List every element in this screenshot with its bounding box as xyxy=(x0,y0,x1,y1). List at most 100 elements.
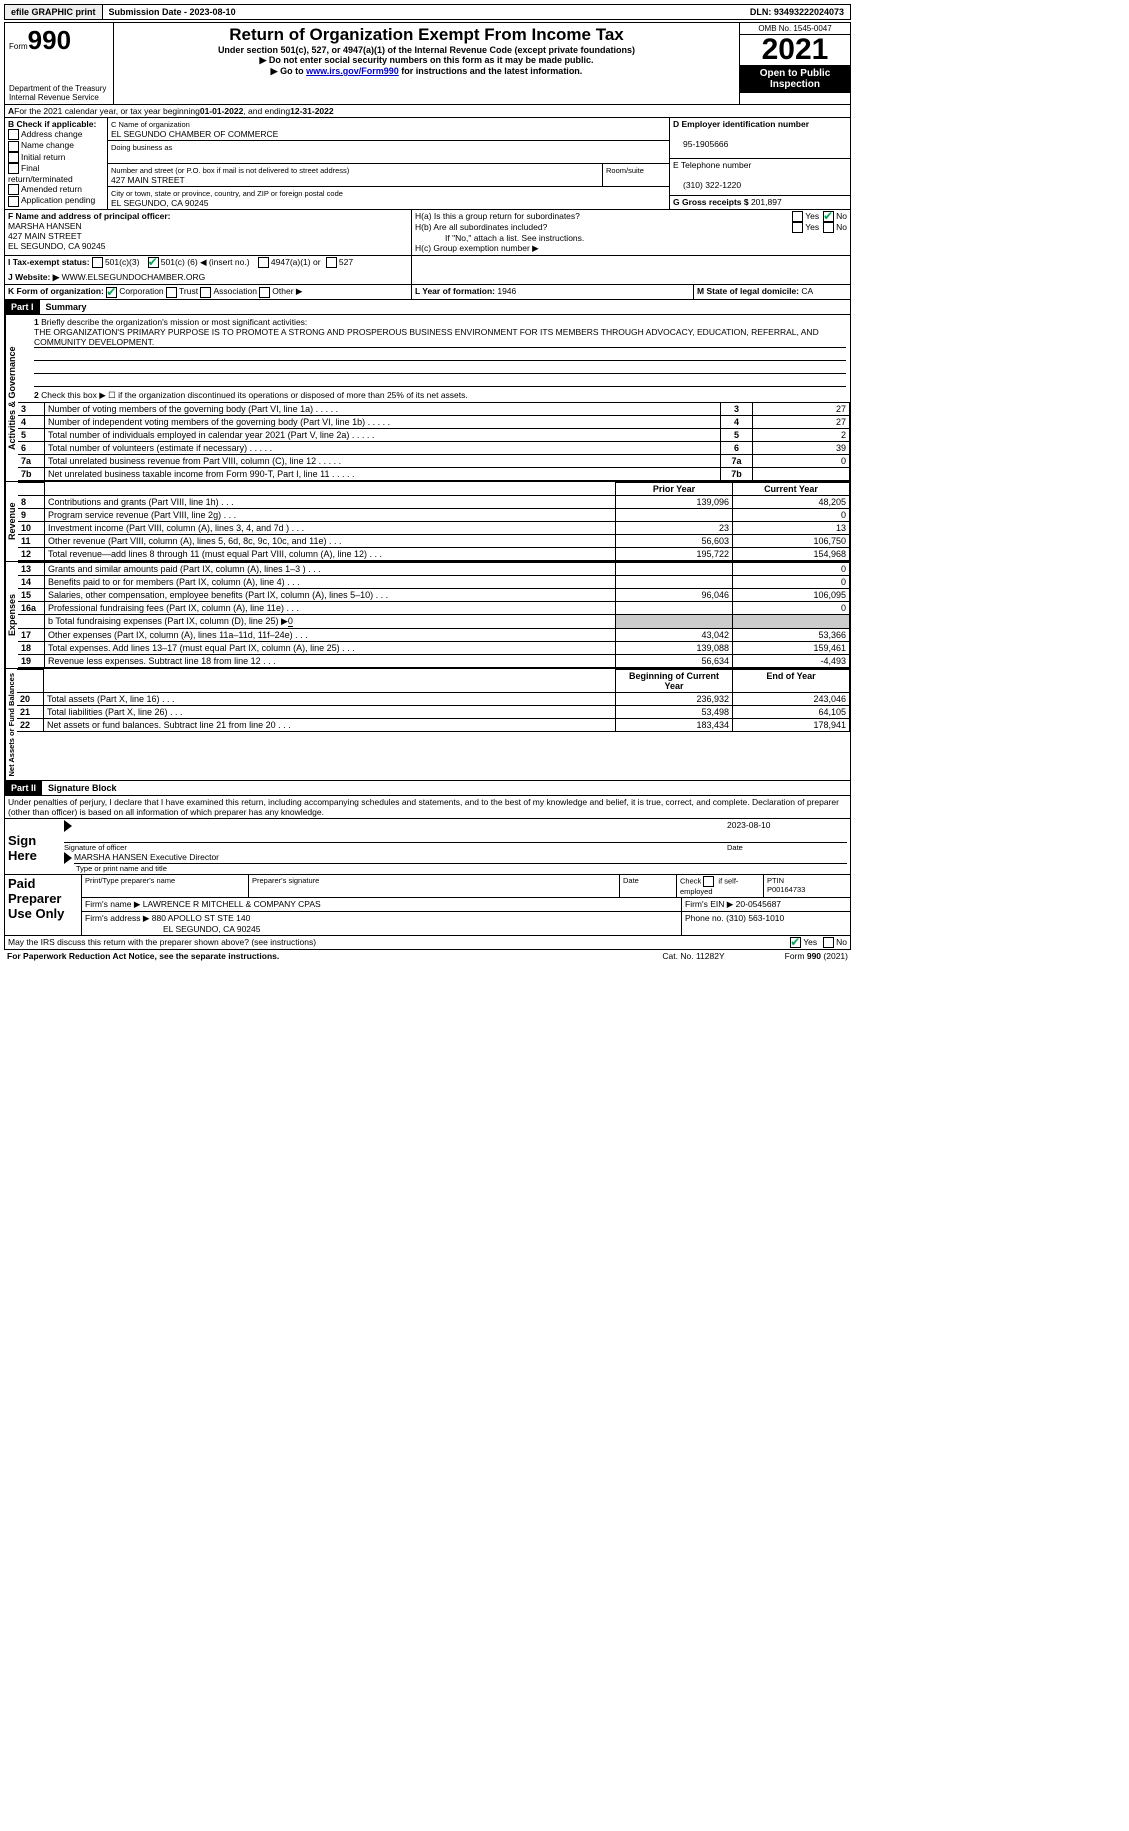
chk-address-change[interactable] xyxy=(8,129,19,140)
g-label: G Gross receipts $ xyxy=(673,197,751,207)
note2-pre: ▶ Go to xyxy=(271,66,306,76)
period-pre: For the 2021 calendar year, or tax year … xyxy=(14,106,200,116)
hb-yes: Yes xyxy=(805,222,819,233)
addr-label: Number and street (or P.O. box if mail i… xyxy=(111,166,349,175)
chk-ha-no[interactable] xyxy=(823,211,834,222)
opt-501c3: 501(c)(3) xyxy=(105,257,139,267)
chk-self-pre: Check xyxy=(680,877,703,886)
mission-text: THE ORGANIZATION'S PRIMARY PURPOSE IS TO… xyxy=(34,327,846,348)
chk-501c[interactable] xyxy=(148,257,159,268)
firm-phone: (310) 563-1010 xyxy=(726,913,784,923)
chk-4947[interactable] xyxy=(258,257,269,268)
d-label: D Employer identification number xyxy=(673,119,809,129)
org-city: EL SEGUNDO, CA 90245 xyxy=(111,198,208,208)
chk-hb-no[interactable] xyxy=(823,222,834,233)
ptin-label: PTIN xyxy=(767,876,784,885)
box-i-j: I Tax-exempt status: 501(c)(3) 501(c) (6… xyxy=(5,256,412,284)
box-h: H(a) Is this a group return for subordin… xyxy=(412,210,850,255)
city-label: City or town, state or province, country… xyxy=(111,189,343,198)
officer-addr2: EL SEGUNDO, CA 90245 xyxy=(8,241,105,251)
hb-label: H(b) Are all subordinates included? xyxy=(415,222,792,233)
chk-527[interactable] xyxy=(326,257,337,268)
top-bar: efile GRAPHIC print Submission Date - 20… xyxy=(4,4,851,20)
klm-row: K Form of organization: Corporation Trus… xyxy=(4,285,851,299)
dln-label: DLN: xyxy=(750,7,774,17)
discuss-text: May the IRS discuss this return with the… xyxy=(8,937,790,948)
line2-text: Check this box ▶ ☐ if the organization d… xyxy=(41,390,468,400)
org-addr: 427 MAIN STREET xyxy=(111,175,185,185)
chk-ha-yes[interactable] xyxy=(792,211,803,222)
part1-num: Part I xyxy=(5,300,40,314)
opt-application-pending: Application pending xyxy=(21,195,95,205)
chk-final-return[interactable] xyxy=(8,163,19,174)
chk-hb-yes[interactable] xyxy=(792,222,803,233)
ein-value: 95-1905666 xyxy=(673,139,728,149)
e-label: E Telephone number xyxy=(673,160,751,170)
dba-label: Doing business as xyxy=(111,143,172,152)
chk-name-change[interactable] xyxy=(8,141,19,152)
discuss-row: May the IRS discuss this return with the… xyxy=(4,936,851,950)
chk-501c3[interactable] xyxy=(92,257,103,268)
section-net: Net Assets or Fund Balances xyxy=(5,669,17,781)
penalties-text: Under penalties of perjury, I declare th… xyxy=(4,796,851,819)
submission-date: 2023-08-10 xyxy=(190,7,236,17)
net-section: Net Assets or Fund Balances Beginning of… xyxy=(4,669,851,782)
chk-amended[interactable] xyxy=(8,184,19,195)
signer-name: MARSHA HANSEN Executive Director xyxy=(74,852,847,864)
firm-addr1: 880 APOLLO ST STE 140 xyxy=(152,913,251,923)
firm-name: LAWRENCE R MITCHELL & COMPANY CPAS xyxy=(143,899,321,909)
chk-trust[interactable] xyxy=(166,287,177,298)
opt-501c-post: ) ◀ (insert no.) xyxy=(195,257,250,267)
opt-other: Other ▶ xyxy=(272,286,302,296)
chk-other[interactable] xyxy=(259,287,270,298)
arrow-icon xyxy=(64,820,72,832)
form-subtitle: Under section 501(c), 527, or 4947(a)(1)… xyxy=(118,45,735,55)
opt-assoc: Association xyxy=(213,286,256,296)
net-table: Beginning of Current YearEnd of Year20To… xyxy=(17,669,850,732)
i-label: I Tax-exempt status: xyxy=(8,257,90,267)
box-f: F Name and address of principal officer:… xyxy=(5,210,412,255)
k-label: K Form of organization: xyxy=(8,286,104,296)
dept-1: Department of the Treasury xyxy=(9,84,109,93)
efile-btn[interactable]: efile GRAPHIC print xyxy=(5,5,103,19)
period-begin: 01-01-2022 xyxy=(200,106,243,116)
section-expenses: Expenses xyxy=(5,562,18,668)
box-deg: D Employer identification number 95-19056… xyxy=(670,118,850,209)
j-label: J Website: ▶ xyxy=(8,272,59,282)
opt-name-change: Name change xyxy=(21,140,74,150)
dln-value: 93493222024073 xyxy=(774,7,844,17)
chk-assoc[interactable] xyxy=(200,287,211,298)
box-c: C Name of organizationEL SEGUNDO CHAMBER… xyxy=(108,118,670,209)
section-governance: Activities & Governance xyxy=(5,315,18,481)
chk-application-pending[interactable] xyxy=(8,196,19,207)
chk-self-employed[interactable] xyxy=(703,876,714,887)
form-footer: Form 990 (2021) xyxy=(785,951,848,961)
chk-discuss-no[interactable] xyxy=(823,937,834,948)
year-formation: 1946 xyxy=(497,286,516,296)
part1-title: Summary xyxy=(40,300,93,314)
chk-discuss-yes[interactable] xyxy=(790,937,801,948)
name-label: Type or print name and title xyxy=(64,864,847,873)
l-label: L Year of formation: xyxy=(415,286,497,296)
f-label: F Name and address of principal officer: xyxy=(8,211,170,221)
sign-block: Sign Here 2023-08-10 Signature of office… xyxy=(4,819,851,875)
chk-corp[interactable] xyxy=(106,287,117,298)
period-row: A For the 2021 calendar year, or tax yea… xyxy=(4,105,851,118)
footer-row: For Paperwork Reduction Act Notice, see … xyxy=(4,950,851,962)
sig-label: Signature of officer xyxy=(64,843,727,852)
firm-ein-label: Firm's EIN ▶ xyxy=(685,899,736,909)
ha-no: No xyxy=(836,211,847,222)
section-revenue: Revenue xyxy=(5,482,18,561)
sign-date: 2023-08-10 xyxy=(727,820,847,842)
irs-link[interactable]: www.irs.gov/Form990 xyxy=(306,66,399,76)
opt-amended: Amended return xyxy=(21,184,82,194)
ptin-value: P00164733 xyxy=(767,885,805,894)
form-header: Form990 Department of the Treasury Inter… xyxy=(4,22,851,105)
discuss-yes: Yes xyxy=(803,937,817,948)
chk-initial-return[interactable] xyxy=(8,152,19,163)
part1-header: Part I Summary xyxy=(4,300,851,315)
form-note-1: ▶ Do not enter social security numbers o… xyxy=(118,55,735,66)
preparer-sig-label: Preparer's signature xyxy=(249,875,620,897)
c-name-label: C Name of organization xyxy=(111,120,190,129)
hc-label: H(c) Group exemption number ▶ xyxy=(415,243,847,254)
